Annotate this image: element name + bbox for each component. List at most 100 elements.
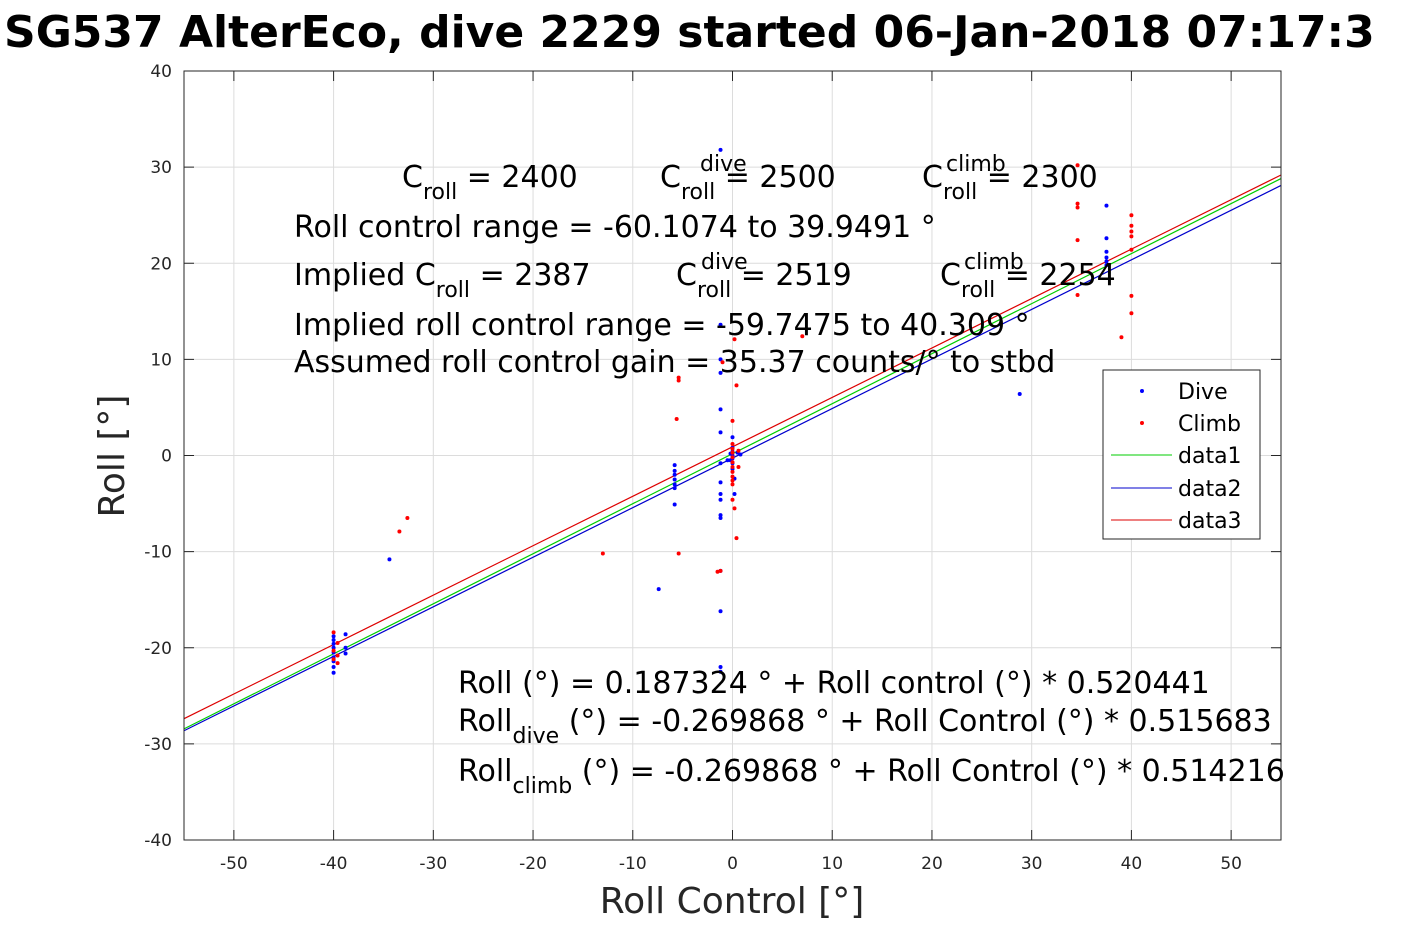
point-dive	[331, 641, 336, 646]
y-tick-label: 30	[150, 158, 172, 178]
annotation-roll-control-range: Roll control range = -60.1074 to 39.9491…	[294, 210, 936, 245]
y-tick-label: -20	[144, 639, 172, 659]
annotation-c-roll-climb-sup: climb	[946, 152, 1006, 177]
legend-marker-climb	[1140, 421, 1144, 425]
y-tick-label: 10	[150, 350, 172, 370]
point-climb	[732, 506, 737, 511]
annotation-fit-all: Roll (°) = 0.187324 ° + Roll control (°)…	[458, 666, 1210, 701]
annotation-implied-c-roll-climb-sup: climb	[964, 250, 1024, 275]
point-dive	[718, 669, 723, 674]
point-dive	[730, 435, 735, 440]
point-climb	[1129, 223, 1134, 228]
x-tick-label: -20	[519, 854, 547, 874]
y-tick-label: -10	[144, 543, 172, 563]
point-climb	[1075, 238, 1080, 243]
point-climb	[730, 460, 735, 465]
point-dive	[1017, 391, 1022, 396]
point-climb	[730, 465, 735, 470]
point-climb	[335, 640, 340, 645]
point-dive	[343, 632, 348, 637]
point-dive	[718, 357, 723, 362]
point-climb	[730, 455, 735, 460]
point-dive	[1104, 249, 1109, 254]
point-dive	[672, 468, 677, 473]
annotation-implied-c-roll-dive: Croll = 2519	[676, 258, 852, 303]
x-tick-labels: -50 -40 -30 -20 -10 0 10 20 30 40 50	[220, 854, 1242, 874]
annotation-c-roll-dive-sup: dive	[700, 152, 747, 177]
annotation-fit-dive: Rolldive (°) = -0.269868 ° + Roll Contro…	[458, 704, 1272, 749]
annotation-c-roll-climb: Croll = 2300	[922, 160, 1098, 205]
y-tick-label: 0	[161, 447, 172, 467]
point-climb	[676, 378, 681, 383]
point-climb	[1129, 234, 1134, 239]
point-dive	[331, 664, 336, 669]
annotation-implied-range: Implied roll control range = -59.7475 to…	[294, 308, 1030, 343]
point-dive	[1104, 255, 1109, 260]
point-dive	[1104, 203, 1109, 208]
point-dive	[732, 491, 737, 496]
annotation-c-roll-dive: Croll = 2500	[660, 160, 836, 205]
point-climb	[730, 450, 735, 455]
x-tick-label: 30	[1021, 854, 1043, 874]
point-climb	[736, 448, 741, 453]
point-dive	[718, 491, 723, 496]
point-climb	[331, 648, 336, 653]
plot-area	[183, 70, 1282, 841]
point-climb	[674, 416, 679, 421]
point-climb	[331, 630, 336, 635]
point-climb	[800, 334, 805, 339]
point-climb	[1129, 311, 1134, 316]
point-climb	[730, 441, 735, 446]
point-dive	[672, 477, 677, 482]
annotation-implied-c-roll-climb: Croll = 2254	[940, 258, 1116, 303]
x-tick-label: -50	[220, 854, 248, 874]
y-tick-label: -40	[144, 831, 172, 851]
point-climb	[676, 551, 681, 556]
point-climb	[676, 375, 681, 380]
point-dive	[718, 407, 723, 412]
point-dive	[387, 557, 392, 562]
point-dive	[672, 463, 677, 468]
point-dive	[738, 452, 743, 457]
point-dive	[672, 486, 677, 491]
point-climb	[734, 536, 739, 541]
point-climb	[730, 482, 735, 487]
point-dive	[656, 587, 661, 592]
point-dive	[1104, 259, 1109, 264]
point-climb	[335, 661, 340, 666]
point-dive	[718, 515, 723, 520]
annotations: Croll = 2400 Croll = 2500 dive Croll = 2…	[294, 152, 1285, 799]
point-dive	[718, 664, 723, 669]
point-climb	[730, 478, 735, 483]
point-climb	[1129, 293, 1134, 298]
point-dive	[331, 670, 336, 675]
x-tick-label: 40	[1121, 854, 1143, 874]
point-climb	[730, 418, 735, 423]
point-dive	[718, 322, 723, 327]
point-climb	[718, 568, 723, 573]
legend-label-data2: data2	[1178, 477, 1242, 502]
annotation-fit-climb: Rollclimb (°) = -0.269868 ° + Roll Contr…	[458, 754, 1285, 799]
y-tick-label: -30	[144, 735, 172, 755]
legend-label-data3: data3	[1178, 509, 1242, 534]
point-dive	[725, 458, 730, 463]
point-dive	[672, 472, 677, 477]
point-climb	[730, 474, 735, 479]
point-dive	[718, 497, 723, 502]
point-climb	[1129, 213, 1134, 218]
point-climb	[1075, 205, 1080, 210]
point-climb	[405, 515, 410, 520]
x-tick-label: 20	[921, 854, 943, 874]
legend-marker-dive	[1140, 389, 1144, 393]
point-climb	[331, 657, 336, 662]
point-dive	[718, 147, 723, 152]
point-climb	[335, 653, 340, 658]
point-dive	[718, 513, 723, 518]
point-dive	[672, 482, 677, 487]
point-climb	[730, 446, 735, 451]
point-dive	[718, 461, 723, 466]
x-tick-label: 50	[1220, 854, 1242, 874]
point-dive	[672, 502, 677, 507]
x-tick-label: -30	[419, 854, 447, 874]
